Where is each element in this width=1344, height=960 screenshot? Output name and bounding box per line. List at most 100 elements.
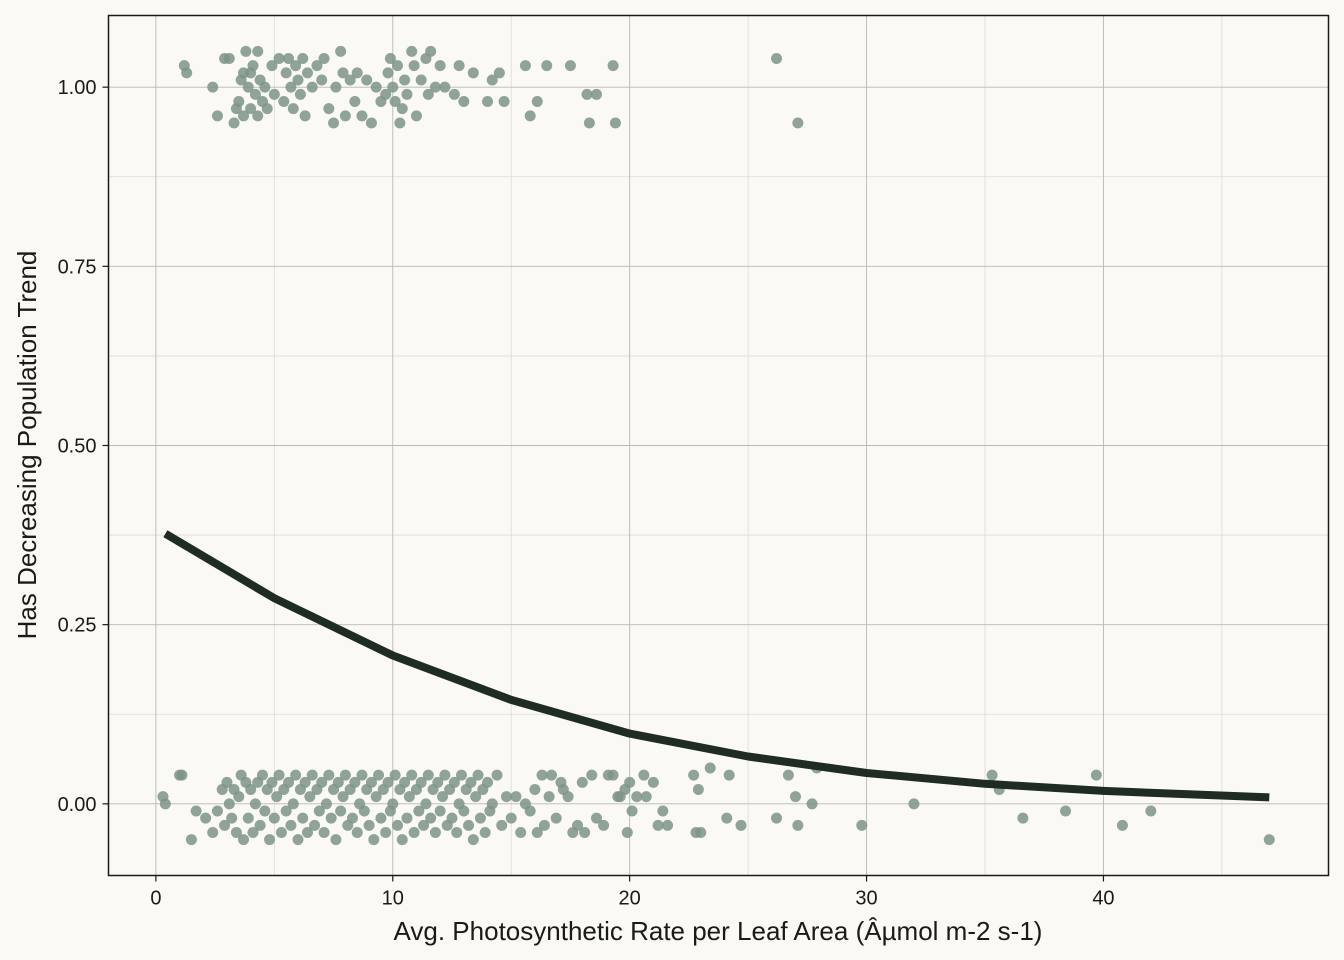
data-point xyxy=(399,74,411,86)
data-point xyxy=(325,812,337,824)
data-point xyxy=(410,110,422,122)
data-point xyxy=(349,96,361,107)
data-point xyxy=(280,805,292,817)
data-point xyxy=(448,88,460,100)
data-point xyxy=(500,791,512,803)
data-point xyxy=(550,812,562,824)
data-points xyxy=(157,45,1275,846)
data-point xyxy=(415,74,427,86)
data-point xyxy=(292,834,304,846)
data-point xyxy=(458,96,470,107)
data-point xyxy=(299,110,311,122)
data-point xyxy=(223,798,235,810)
data-point xyxy=(465,776,477,788)
data-point xyxy=(273,53,285,64)
data-point xyxy=(287,798,299,810)
data-point xyxy=(704,762,716,774)
data-point xyxy=(323,103,335,115)
data-point xyxy=(479,827,491,838)
data-point xyxy=(301,67,313,79)
data-point xyxy=(294,88,306,100)
data-point xyxy=(695,827,707,838)
data-point xyxy=(306,81,318,93)
data-point xyxy=(337,67,349,79)
data-point xyxy=(309,819,321,831)
data-point xyxy=(351,827,363,838)
data-point xyxy=(373,769,385,781)
data-point xyxy=(789,791,801,803)
data-point xyxy=(266,776,278,788)
data-point xyxy=(496,819,508,831)
data-point xyxy=(365,117,377,129)
data-point xyxy=(349,776,361,788)
data-point xyxy=(290,769,302,781)
data-point xyxy=(306,769,318,781)
data-point xyxy=(273,769,285,781)
data-point xyxy=(408,827,420,838)
data-point xyxy=(252,45,264,57)
data-point xyxy=(432,776,444,788)
data-point xyxy=(318,827,330,838)
data-point xyxy=(361,74,373,86)
data-point xyxy=(498,96,510,107)
fit-curve-group xyxy=(163,530,1270,802)
data-point xyxy=(470,791,482,803)
data-point xyxy=(396,834,408,846)
data-point xyxy=(688,769,700,781)
data-point xyxy=(453,60,465,72)
data-point xyxy=(425,45,437,57)
data-point xyxy=(647,776,659,788)
data-point xyxy=(1017,812,1029,824)
data-point xyxy=(519,60,531,72)
data-point xyxy=(631,791,643,803)
data-point xyxy=(1263,834,1275,846)
data-point xyxy=(531,96,543,107)
data-point xyxy=(356,769,368,781)
data-point xyxy=(437,791,449,803)
data-point xyxy=(771,53,783,64)
data-point xyxy=(429,827,441,838)
data-point xyxy=(233,791,245,803)
data-point xyxy=(259,805,271,817)
data-point xyxy=(1145,805,1157,817)
data-point xyxy=(330,834,342,846)
data-point xyxy=(278,96,290,107)
data-point xyxy=(283,776,295,788)
data-point xyxy=(562,791,574,803)
data-point xyxy=(579,827,591,838)
data-point xyxy=(285,819,297,831)
data-point xyxy=(268,88,280,100)
data-point xyxy=(264,834,276,846)
data-point xyxy=(200,812,212,824)
data-point xyxy=(406,45,418,57)
data-point xyxy=(735,819,747,831)
data-point xyxy=(425,812,437,824)
data-point xyxy=(467,834,479,846)
data-point xyxy=(185,834,197,846)
data-point xyxy=(238,110,250,122)
data-point xyxy=(301,827,313,838)
data-point xyxy=(228,117,240,129)
data-point xyxy=(266,60,278,72)
data-point xyxy=(524,805,536,817)
data-point xyxy=(275,827,287,838)
data-point xyxy=(474,812,486,824)
data-point xyxy=(181,67,193,79)
data-point xyxy=(207,81,219,93)
y-tick-label: 0.75 xyxy=(58,256,97,278)
data-point xyxy=(176,769,188,781)
data-point xyxy=(358,805,370,817)
data-point xyxy=(1060,805,1072,817)
data-point xyxy=(621,827,633,838)
data-point xyxy=(223,53,235,64)
data-point xyxy=(316,74,328,86)
data-point xyxy=(254,819,266,831)
data-point xyxy=(541,60,553,72)
data-point xyxy=(380,827,392,838)
fit-curve xyxy=(163,530,1270,802)
data-point xyxy=(640,791,652,803)
y-tick-label: 1.00 xyxy=(58,77,97,99)
data-point xyxy=(429,81,441,93)
data-point xyxy=(439,81,451,93)
data-point xyxy=(986,769,998,781)
